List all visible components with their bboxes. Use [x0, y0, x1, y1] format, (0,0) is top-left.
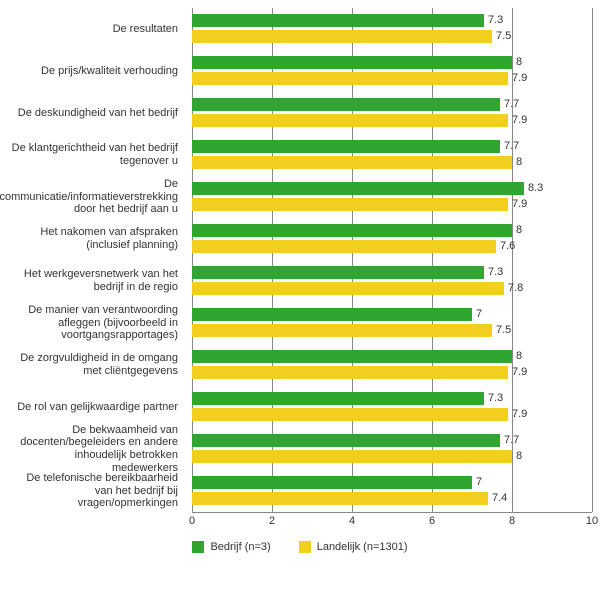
- bar-series-0: 7.7: [192, 140, 500, 153]
- chart-row: De klantgerichtheid van het bedrijf tege…: [192, 134, 592, 176]
- bar-series-0: 8.3: [192, 182, 524, 195]
- chart-row: Het werkgeversnetwerk van het bedrijf in…: [192, 260, 592, 302]
- category-label: De prijs/kwaliteit verhouding: [8, 50, 184, 92]
- legend-label: Bedrijf (n=3): [210, 541, 270, 553]
- bar-series-1: 7.5: [192, 324, 492, 337]
- plot-area: De resultaten7.37.5De prijs/kwaliteit ve…: [192, 8, 592, 513]
- bar-series-0: 8: [192, 56, 512, 69]
- chart-row: De resultaten7.37.5: [192, 8, 592, 50]
- bar-series-0: 7: [192, 308, 472, 321]
- bar-value-label: 8: [516, 224, 540, 237]
- bar-value-label: 7.9: [512, 198, 536, 211]
- bar-value-label: 8: [516, 56, 540, 69]
- bar-series-0: 7: [192, 476, 472, 489]
- grouped-horizontal-bar-chart: De resultaten 7.3 7.5 De prijs/kwaliteit ve…: [8, 8, 592, 553]
- bar-value-label: 7.3: [488, 392, 512, 405]
- category-label: De zorgvuldigheid in de omgang met cliën…: [8, 344, 184, 386]
- bar-value-label: 7.4: [492, 492, 516, 505]
- bar-series-1: 8: [192, 450, 512, 463]
- bar-series-0: 8: [192, 350, 512, 363]
- bar-series-1: 7.9: [192, 366, 508, 379]
- bar-series-0: 7.3: [192, 266, 484, 279]
- legend: Bedrijf (n=3) Landelijk (n=1301): [8, 541, 592, 553]
- x-tick-label: 10: [586, 515, 598, 527]
- bar-series-1: 7.9: [192, 114, 508, 127]
- bar-value-label: 8.3: [528, 182, 552, 195]
- category-label: De rol van gelijkwaardige partner: [8, 386, 184, 428]
- bar-value-label: 7.7: [504, 140, 528, 153]
- bar-series-1: 7.9: [192, 72, 508, 85]
- bar-series-1: 7.9: [192, 198, 508, 211]
- bar-value-label: 7.9: [512, 72, 536, 85]
- bar-value-label: 7.8: [508, 282, 532, 295]
- legend-swatch: [192, 541, 204, 553]
- bar-series-0: 8: [192, 224, 512, 237]
- bar-value-label: 7.7: [504, 98, 528, 111]
- bar-value-label: 7: [476, 308, 500, 321]
- category-label: Het nakomen van afspraken (inclusief pla…: [8, 218, 184, 260]
- x-tick-label: 8: [509, 515, 515, 527]
- bar-value-label: 7.9: [512, 114, 536, 127]
- legend-item: Bedrijf (n=3): [192, 541, 270, 553]
- legend-label: Landelijk (n=1301): [317, 541, 408, 553]
- category-label: De bekwaamheid van docenten/begeleiders …: [8, 428, 184, 470]
- bar-series-1: 8: [192, 156, 512, 169]
- bar-series-1: 7.6: [192, 240, 496, 253]
- category-label: De klantgerichtheid van het bedrijf tege…: [8, 134, 184, 176]
- legend-swatch: [299, 541, 311, 553]
- bar-value-label: 8: [516, 156, 540, 169]
- category-label: De resultaten: [8, 8, 184, 50]
- bar-series-1: 7.4: [192, 492, 488, 505]
- bar-series-0: 7.3: [192, 392, 484, 405]
- bar-value-label: 7.9: [512, 366, 536, 379]
- legend-item: Landelijk (n=1301): [299, 541, 408, 553]
- bar-value-label: 8: [516, 450, 540, 463]
- x-axis: 0246810: [192, 513, 592, 531]
- x-tick-label: 6: [429, 515, 435, 527]
- bar-value-label: 7.9: [512, 408, 536, 421]
- chart-row: De bekwaamheid van docenten/begeleiders …: [192, 428, 592, 470]
- bar-value-label: 7.7: [504, 434, 528, 447]
- category-label: De manier van verantwoording afleggen (b…: [8, 302, 184, 344]
- chart-row: De communicatie/informatieverstrekking d…: [192, 176, 592, 218]
- category-label: De deskundigheid van het bedrijf: [8, 92, 184, 134]
- chart-row: De zorgvuldigheid in de omgang met cliën…: [192, 344, 592, 386]
- bar-value-label: 8: [516, 350, 540, 363]
- chart-row: De prijs/kwaliteit verhouding87.9: [192, 50, 592, 92]
- bar-value-label: 7.5: [496, 30, 520, 43]
- bar-value-label: 7.5: [496, 324, 520, 337]
- x-tick-label: 0: [189, 515, 195, 527]
- bar-value-label: 7.3: [488, 14, 512, 27]
- x-tick-label: 2: [269, 515, 275, 527]
- chart-row: De manier van verantwoording afleggen (b…: [192, 302, 592, 344]
- category-label: De telefonische bereikbaarheid van het b…: [8, 470, 184, 512]
- bar-series-0: 7.7: [192, 98, 500, 111]
- chart-row: De telefonische bereikbaarheid van het b…: [192, 470, 592, 512]
- bar-value-label: 7: [476, 476, 500, 489]
- x-tick-label: 4: [349, 515, 355, 527]
- bar-value-label: 7.3: [488, 266, 512, 279]
- category-label: De communicatie/informatieverstrekking d…: [8, 176, 184, 218]
- bar-series-1: 7.9: [192, 408, 508, 421]
- gridline: [592, 8, 593, 512]
- bar-series-1: 7.5: [192, 30, 492, 43]
- bar-series-1: 7.8: [192, 282, 504, 295]
- chart-row: De rol van gelijkwaardige partner7.37.9: [192, 386, 592, 428]
- bar-series-0: 7.7: [192, 434, 500, 447]
- category-label: Het werkgeversnetwerk van het bedrijf in…: [8, 260, 184, 302]
- bar-value-label: 7.6: [500, 240, 524, 253]
- bar-series-0: 7.3: [192, 14, 484, 27]
- chart-row: De deskundigheid van het bedrijf7.77.9: [192, 92, 592, 134]
- chart-row: Het nakomen van afspraken (inclusief pla…: [192, 218, 592, 260]
